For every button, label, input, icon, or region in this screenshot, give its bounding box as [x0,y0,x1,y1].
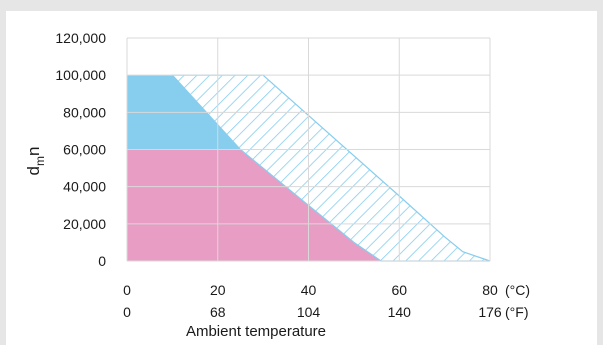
x-tick-label-fahrenheit: 104 [297,304,321,320]
y-tick-label: 40,000 [63,179,106,195]
y-tick-label: 20,000 [63,216,106,232]
y-tick-labels: 0 20,000 40,000 60,000 80,000 100,000 120,000 [55,30,106,269]
y-axis-label-sub: m [33,156,47,166]
y-tick-label: 120,000 [55,30,106,46]
x-tick-label-fahrenheit: 0 [123,304,131,320]
x-tick-label-celsius: 20 [210,282,226,298]
chart: 020,00040,00060,00080,000100,000120,000 … [24,30,530,340]
y-tick-label: 60,000 [63,142,106,158]
y-tick-label: 80,000 [63,104,106,120]
y-axis-label-main: d [24,166,43,175]
x-tick-label-fahrenheit: 68 [210,304,226,320]
y-axis-label: dmn [24,147,47,176]
x-unit-celsius: (°C) [505,282,530,298]
y-tick-label: 100,000 [55,67,106,83]
pink-region [127,149,382,261]
x-tick-label-fahrenheit: 140 [388,304,412,320]
x-axis-label: Ambient temperature [186,323,326,340]
x-tick-label-celsius: 40 [301,282,317,298]
x-tick-label-celsius: 0 [123,282,131,298]
x-tick-label-celsius: 60 [391,282,407,298]
y-tick-label: 0 [98,253,106,269]
x-tick-labels: 0 0 20 68 40 104 60 140 80 176 [123,282,502,320]
x-tick-label-fahrenheit: 176 [478,304,502,320]
chart-areas [127,74,491,262]
x-tick-label-celsius: 80 [482,282,498,298]
chart-panel: 0 20,000 40,000 60,000 80,000 100,000 120,000 … [6,11,597,345]
x-unit-fahrenheit: (°F) [505,304,528,320]
chart-grid [126,37,491,262]
y-axis-label-tail: n [24,147,43,156]
